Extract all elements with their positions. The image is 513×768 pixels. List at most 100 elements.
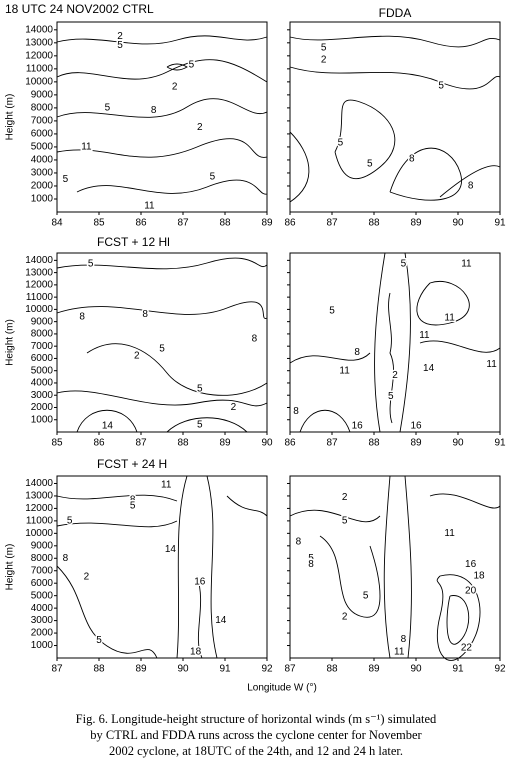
contour-lines bbox=[56, 257, 268, 433]
contour-label: 2 bbox=[117, 31, 123, 42]
contour-label: 5 bbox=[401, 259, 407, 270]
x-tick-label: 92 bbox=[494, 664, 506, 675]
contour-label: 8 bbox=[468, 181, 474, 192]
x-tick-label: 90 bbox=[452, 438, 464, 449]
x-tick-label: 91 bbox=[452, 664, 464, 675]
contour-label: 5 bbox=[197, 384, 203, 395]
contour-label: 14 bbox=[102, 421, 114, 432]
x-tick-label: 87 bbox=[284, 664, 296, 675]
contour-label: 11 bbox=[394, 647, 405, 658]
contour-label: 5 bbox=[329, 305, 335, 316]
y-tick-label: 11000 bbox=[26, 63, 54, 74]
contour-label: 11 bbox=[419, 330, 430, 341]
x-tick-label: 87 bbox=[177, 218, 189, 229]
contour-label: 18 bbox=[190, 647, 202, 658]
contour-label: 5 bbox=[308, 553, 314, 564]
x-tick-label: 84 bbox=[51, 218, 63, 229]
x-tick-label: 88 bbox=[93, 664, 105, 675]
x-tick-label: 91 bbox=[219, 664, 231, 675]
contour-label: 14 bbox=[165, 544, 177, 555]
contour-label: 5 bbox=[117, 40, 123, 51]
x-tick-label: 86 bbox=[284, 218, 296, 229]
y-tick-label: 5000 bbox=[31, 590, 54, 601]
contour-label: 5 bbox=[105, 103, 111, 114]
contour-label: 2 bbox=[134, 351, 140, 362]
contour-label: 16 bbox=[194, 577, 206, 588]
y-tick-label: 14000 bbox=[25, 255, 53, 266]
contour-label: 8 bbox=[252, 333, 258, 344]
x-tick-label: 87 bbox=[326, 218, 338, 229]
x-tick-label: 85 bbox=[51, 438, 63, 449]
contour-label: 5 bbox=[342, 516, 348, 527]
contour-label: 20 bbox=[465, 585, 477, 596]
x-tick-label: 89 bbox=[368, 664, 380, 675]
y-tick-label: 6000 bbox=[31, 353, 54, 364]
contour-label: 16 bbox=[410, 421, 422, 432]
y-tick-label: 7000 bbox=[31, 116, 54, 127]
caption-line: Fig. 6. Longitude-height structure of ho… bbox=[76, 712, 437, 726]
y-tick-label: 10000 bbox=[25, 304, 53, 315]
x-tick-label: 88 bbox=[368, 438, 380, 449]
y-tick-label: 2000 bbox=[31, 402, 54, 413]
y-tick-label: 13000 bbox=[25, 37, 53, 48]
y-axis-label: Height (m) bbox=[5, 94, 16, 141]
contour-label: 16 bbox=[465, 559, 477, 570]
contour-label: 8 bbox=[401, 634, 407, 645]
x-tick-label: 86 bbox=[284, 438, 296, 449]
y-tick-label: 8000 bbox=[31, 553, 54, 564]
y-tick-label: 8000 bbox=[31, 329, 54, 340]
x-tick-label: 89 bbox=[135, 664, 147, 675]
contour-label: 8 bbox=[130, 494, 136, 505]
panel-frame bbox=[56, 475, 268, 659]
panel-frame bbox=[289, 252, 501, 433]
contour-label: 8 bbox=[354, 347, 360, 358]
contour-label: 5 bbox=[338, 138, 344, 149]
contour-label: 8 bbox=[296, 537, 302, 548]
contour-label: 5 bbox=[88, 259, 94, 270]
contour-label: 5 bbox=[130, 501, 136, 512]
panel-frame bbox=[56, 21, 268, 213]
contour-lines bbox=[56, 35, 268, 195]
panel-frame bbox=[289, 475, 501, 659]
contour-label: 5 bbox=[321, 43, 327, 54]
contour-label: 2 bbox=[84, 572, 90, 583]
contour-label: 16 bbox=[352, 421, 364, 432]
y-axis-label: Height (m) bbox=[5, 319, 16, 366]
panel-title: 18 UTC 24 NOV2002 CTRL bbox=[5, 2, 154, 16]
y-tick-label: 6000 bbox=[31, 129, 54, 140]
contour-label: 14 bbox=[423, 363, 435, 374]
contour-label: 5 bbox=[189, 60, 195, 71]
y-tick-label: 9000 bbox=[31, 90, 54, 101]
y-tick-label: 7000 bbox=[31, 341, 54, 352]
x-tick-label: 90 bbox=[261, 438, 273, 449]
y-tick-label: 3000 bbox=[31, 615, 54, 626]
y-tick-label: 8000 bbox=[31, 103, 54, 114]
y-tick-label: 1000 bbox=[31, 640, 54, 651]
panel-title: FCST + 12 Hl bbox=[97, 235, 170, 249]
x-tick-label: 89 bbox=[410, 218, 422, 229]
contour-label: 5 bbox=[210, 172, 216, 183]
contour-label: 5 bbox=[363, 590, 369, 601]
contour-label: 8 bbox=[308, 559, 314, 570]
x-tick-label: 90 bbox=[177, 664, 189, 675]
contour-label: 11 bbox=[444, 313, 455, 324]
contour-label: 2 bbox=[321, 54, 327, 65]
x-tick-label: 89 bbox=[219, 438, 231, 449]
contour-label: 5 bbox=[438, 80, 444, 91]
contour-lines bbox=[289, 475, 501, 661]
x-tick-label: 88 bbox=[177, 438, 189, 449]
x-tick-label: 88 bbox=[326, 664, 338, 675]
contour-label: 8 bbox=[151, 105, 157, 116]
y-tick-label: 3000 bbox=[31, 390, 54, 401]
contour-lines bbox=[56, 475, 268, 659]
x-tick-label: 90 bbox=[452, 218, 464, 229]
x-tick-label: 88 bbox=[219, 218, 231, 229]
contour-label: 14 bbox=[215, 615, 227, 626]
contour-label: 5 bbox=[96, 635, 102, 646]
y-tick-label: 10000 bbox=[25, 528, 53, 539]
y-tick-label: 13000 bbox=[25, 491, 53, 502]
contour-label: 8 bbox=[142, 309, 148, 320]
y-tick-label: 2000 bbox=[31, 181, 54, 192]
contour-label: 2 bbox=[392, 370, 398, 381]
